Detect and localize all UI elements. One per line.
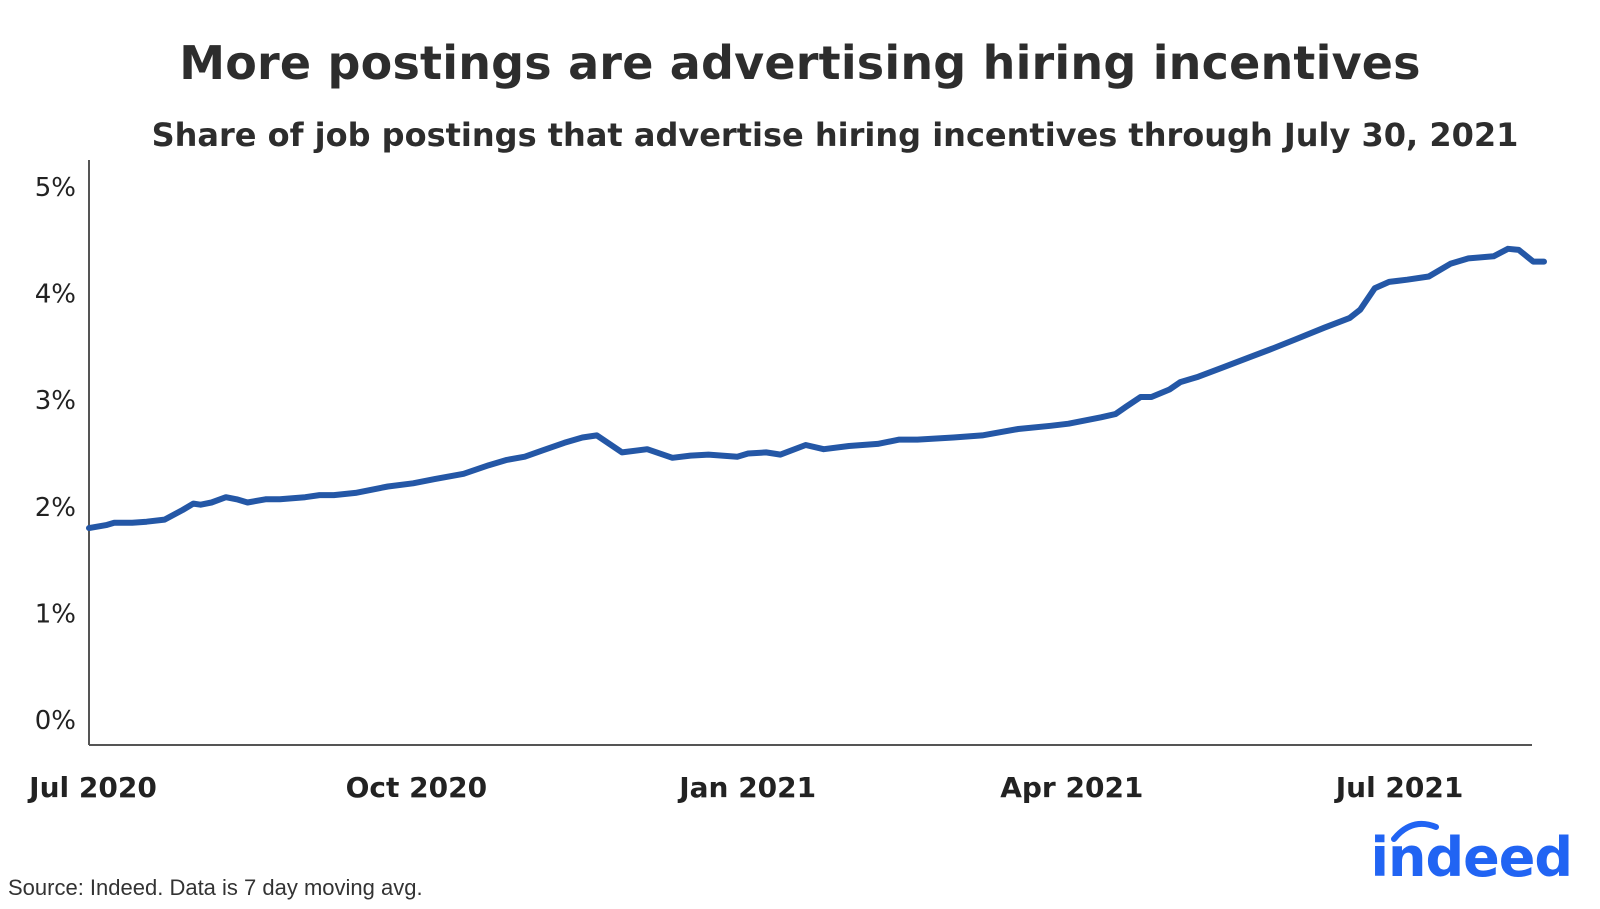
y-axis: 0% 1% 2% 3% 4% 5%: [35, 160, 90, 745]
x-axis: Jul 2020 Oct 2020 Jan 2021 Apr 2021 Jul 2021: [27, 744, 1532, 804]
indeed-logo: indeed: [1370, 821, 1573, 889]
series-group: [86, 245, 1547, 532]
x-tick-label: Jul 2021: [1334, 771, 1464, 804]
chart-title: More postings are advertising hiring inc…: [179, 36, 1421, 90]
y-tick-label: 5%: [35, 173, 76, 203]
chart-subtitle: Share of job postings that advertise hir…: [151, 116, 1519, 154]
logo-arc-icon: [1391, 821, 1439, 842]
x-tick-label: Apr 2021: [1000, 771, 1143, 804]
y-tick-label: 4%: [35, 280, 76, 310]
source-note: Source: Indeed. Data is 7 day moving avg…: [8, 875, 423, 900]
y-tick-label: 0%: [35, 706, 76, 736]
x-tick-label: Jul 2020: [27, 771, 157, 804]
x-tick-label: Oct 2020: [346, 771, 487, 804]
logo-text: indeed: [1370, 826, 1573, 889]
y-tick-label: 2%: [35, 493, 76, 523]
y-tick-label: 1%: [35, 599, 76, 629]
series-line: [86, 245, 1547, 532]
x-tick-label: Jan 2021: [677, 771, 816, 804]
y-tick-label: 3%: [35, 386, 76, 416]
